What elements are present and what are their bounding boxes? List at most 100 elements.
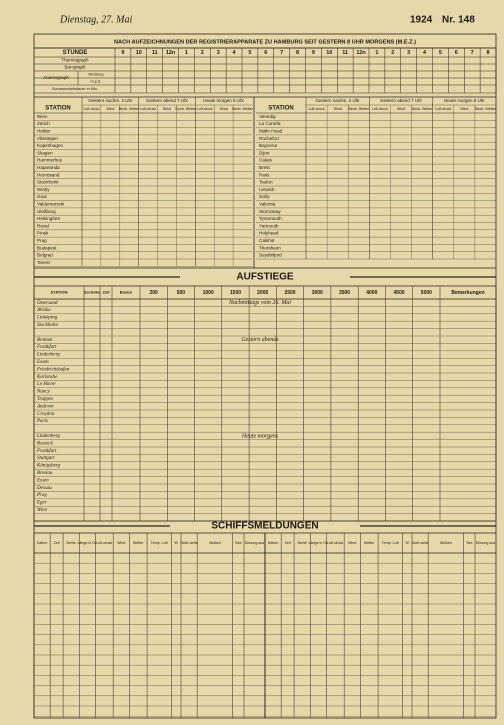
column-header: 1000 <box>203 290 214 296</box>
ship-column-header: Temp. Luft <box>382 541 399 545</box>
row-sublabel: m.p.S. <box>91 80 102 84</box>
ascent-station: Dessau <box>36 486 52 491</box>
station-name: Paris <box>259 172 270 177</box>
hour: 11 <box>342 50 348 56</box>
hour: 9 <box>121 50 124 56</box>
hour: 9 <box>312 50 315 56</box>
ascent-station: Frankfurt <box>36 449 57 454</box>
station-name: Valentia <box>259 201 276 206</box>
ascent-station: Nancy <box>36 390 51 395</box>
row-label: Anemograph <box>43 75 69 80</box>
station-name: Wien <box>37 114 48 119</box>
hour: 3 <box>217 50 220 56</box>
section-title: SCHIFFSMELDUNGEN <box>211 521 318 532</box>
station-name: Zürich <box>37 121 50 126</box>
column-header: 4500 <box>394 290 405 296</box>
issue-number: Nr. 148 <box>442 15 475 26</box>
time-group: Gestern abend 7 Uhr <box>380 98 423 103</box>
sub-header: Beob. Wetter <box>119 107 141 111</box>
ship-column-header: Temp. Luft <box>151 541 168 545</box>
sub-header: Beob. Wetter <box>348 107 370 111</box>
station-name: Skagen <box>37 150 53 155</box>
hour: 3 <box>407 50 410 56</box>
ascent-station: Linköping <box>36 316 58 321</box>
column-header: Bemerkungen <box>451 290 484 296</box>
sub-header: Beob. Wetter <box>475 107 497 111</box>
station-name: Reval <box>37 223 49 228</box>
sub-header: Luft-druck <box>372 107 388 111</box>
ship-column-header: Wetter <box>133 541 144 545</box>
sub-header: Wind <box>106 107 114 111</box>
station-name: Yarmouth <box>259 223 279 228</box>
ascent-station: Abisko <box>36 308 51 313</box>
column-header: 200 <box>149 290 158 296</box>
station-name: La Coruña <box>259 121 281 126</box>
row-label: Thermograph <box>61 58 89 63</box>
hour: 8 <box>296 50 299 56</box>
hour: 12n <box>166 50 176 56</box>
station-name: Rochefort <box>259 136 280 141</box>
hour: 7 <box>471 50 474 56</box>
station-name: Holyhead <box>259 231 279 236</box>
sub-header: Beob. Wetter <box>232 107 254 111</box>
time-group: Heute morgen 8 Uhr <box>203 98 244 103</box>
hour-label: STUNDE <box>63 50 88 56</box>
ascent-station: Stockholm <box>37 323 58 328</box>
time-group: Gestern nachm. 2 Uhr <box>88 98 133 103</box>
hour: 12n <box>356 50 366 56</box>
station-header: STATION <box>45 106 70 112</box>
hour: 10 <box>326 50 332 56</box>
hour: 7 <box>280 50 283 56</box>
time-group: Heute morgen 8 Uhr <box>444 98 485 103</box>
ascent-station: Andover <box>36 404 54 409</box>
station-name: Brest <box>259 165 270 170</box>
station-name: Tynemouth <box>259 216 282 221</box>
station-name: Malin Head <box>259 128 283 133</box>
column-header: 500 <box>177 290 186 296</box>
ship-column-header: See <box>235 541 241 545</box>
ascent-station: Croydon <box>37 412 55 417</box>
ascent-station: Essen <box>36 360 49 365</box>
ascent-station: Paris <box>36 419 48 424</box>
hour: 6 <box>455 50 458 56</box>
station-name: Kopenhagen <box>37 143 64 148</box>
ascent-station: Friedrichshafen <box>36 367 70 372</box>
sub-header: Luft-druck <box>83 107 99 111</box>
ascent-station: Bremen <box>37 338 53 343</box>
sub-header: Luft-druck <box>309 107 325 111</box>
sub-header: Wind <box>163 107 171 111</box>
column-header: 2500 <box>284 290 295 296</box>
ship-column-header: W <box>405 541 409 545</box>
ship-column-header: Dünung aus <box>476 541 496 545</box>
hour: 1 <box>185 50 188 56</box>
hour: 5 <box>248 50 251 56</box>
sub-header: Luft-druck <box>140 107 156 111</box>
station-name: Lerwick <box>259 187 275 192</box>
sub-header: Luft-druck <box>197 107 213 111</box>
sub-header: Wind <box>397 107 405 111</box>
column-header: 4000 <box>366 290 377 296</box>
ship-column-header: Datum <box>37 541 48 545</box>
ascent-station: Eger <box>36 501 47 506</box>
station-header: STATION <box>268 106 293 112</box>
date: Dienstag, 27. Mai <box>59 14 132 25</box>
column-header: 3000 <box>312 290 323 296</box>
column-header: Zeit <box>102 290 110 295</box>
column-header: Boden <box>120 290 133 295</box>
station-name: Helder <box>37 128 51 133</box>
sub-header: Beob. Wetter <box>175 107 197 111</box>
report-title: NACH AUFZEICHNUNGEN DER REGISTRIERAPPARA… <box>114 39 416 45</box>
time-group: Gestern abend 7 Uhr <box>146 98 189 103</box>
station-name: Belgrad <box>37 253 53 258</box>
ascent-station: Essen <box>36 478 49 483</box>
hour: 5 <box>439 50 442 56</box>
hour: 2 <box>391 50 394 56</box>
station-name: Valdemarsvik <box>37 201 65 206</box>
station-name: Dijon <box>259 150 270 155</box>
time-group: Gestern nachm. 2 Uhr <box>316 98 361 103</box>
station-name: Wisby <box>37 187 50 192</box>
hour: 6 <box>264 50 267 56</box>
ascent-station: Königsberg <box>36 464 61 469</box>
column-header: 1500 <box>230 290 241 296</box>
ascent-station: Wien <box>37 508 47 513</box>
